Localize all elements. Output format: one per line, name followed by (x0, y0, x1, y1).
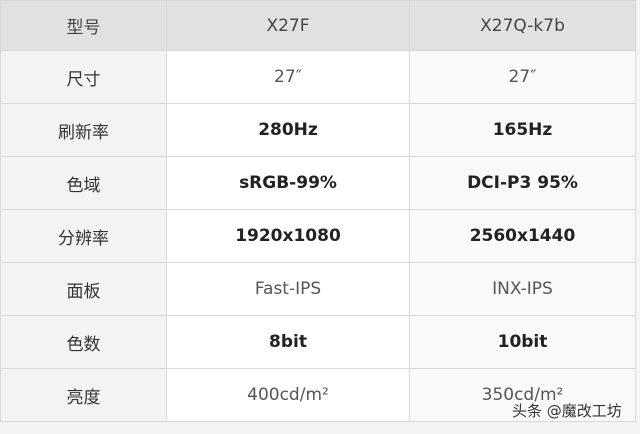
cell-model-2: 350cd/m² (409, 368, 636, 422)
cell-model-2: 27″ (409, 50, 636, 104)
table-row: 色域 sRGB-99% DCI-P3 95% (0, 156, 636, 210)
row-label: 亮度 (0, 368, 167, 422)
row-label: 面板 (0, 262, 167, 316)
row-label: 色域 (0, 156, 167, 210)
cell-model-2: INX-IPS (409, 262, 636, 316)
header-model-2: X27Q-k7b (409, 0, 636, 51)
cell-model-1: sRGB-99% (166, 156, 410, 210)
row-label: 色数 (0, 315, 167, 369)
table-header-row: 型号 X27F X27Q-k7b (0, 0, 636, 51)
cell-model-2: DCI-P3 95% (409, 156, 636, 210)
table-row: 分辨率 1920x1080 2560x1440 (0, 209, 636, 263)
cell-model-2: 165Hz (409, 103, 636, 157)
table-row: 面板 Fast-IPS INX-IPS (0, 262, 636, 316)
cell-model-1: 280Hz (166, 103, 410, 157)
cell-model-1: 8bit (166, 315, 410, 369)
row-label: 刷新率 (0, 103, 167, 157)
header-model-1: X27F (166, 0, 410, 51)
row-label: 分辨率 (0, 209, 167, 263)
row-label: 尺寸 (0, 50, 167, 104)
cell-model-1: 400cd/m² (166, 368, 410, 422)
cell-model-1: Fast-IPS (166, 262, 410, 316)
cell-model-1: 1920x1080 (166, 209, 410, 263)
table-row: 刷新率 280Hz 165Hz (0, 103, 636, 157)
watermark: 头条 @魔改工坊 (512, 402, 622, 420)
spec-comparison-table: 型号 X27F X27Q-k7b 尺寸 27″ 27″ 刷新率 280Hz 165Hz … (0, 0, 636, 422)
cell-model-1: 27″ (166, 50, 410, 104)
table-row: 亮度 400cd/m² 350cd/m² (0, 368, 636, 422)
header-label: 型号 (0, 0, 167, 51)
cell-model-2: 2560x1440 (409, 209, 636, 263)
table-row: 色数 8bit 10bit (0, 315, 636, 369)
table-row: 尺寸 27″ 27″ (0, 50, 636, 104)
cell-model-2: 10bit (409, 315, 636, 369)
